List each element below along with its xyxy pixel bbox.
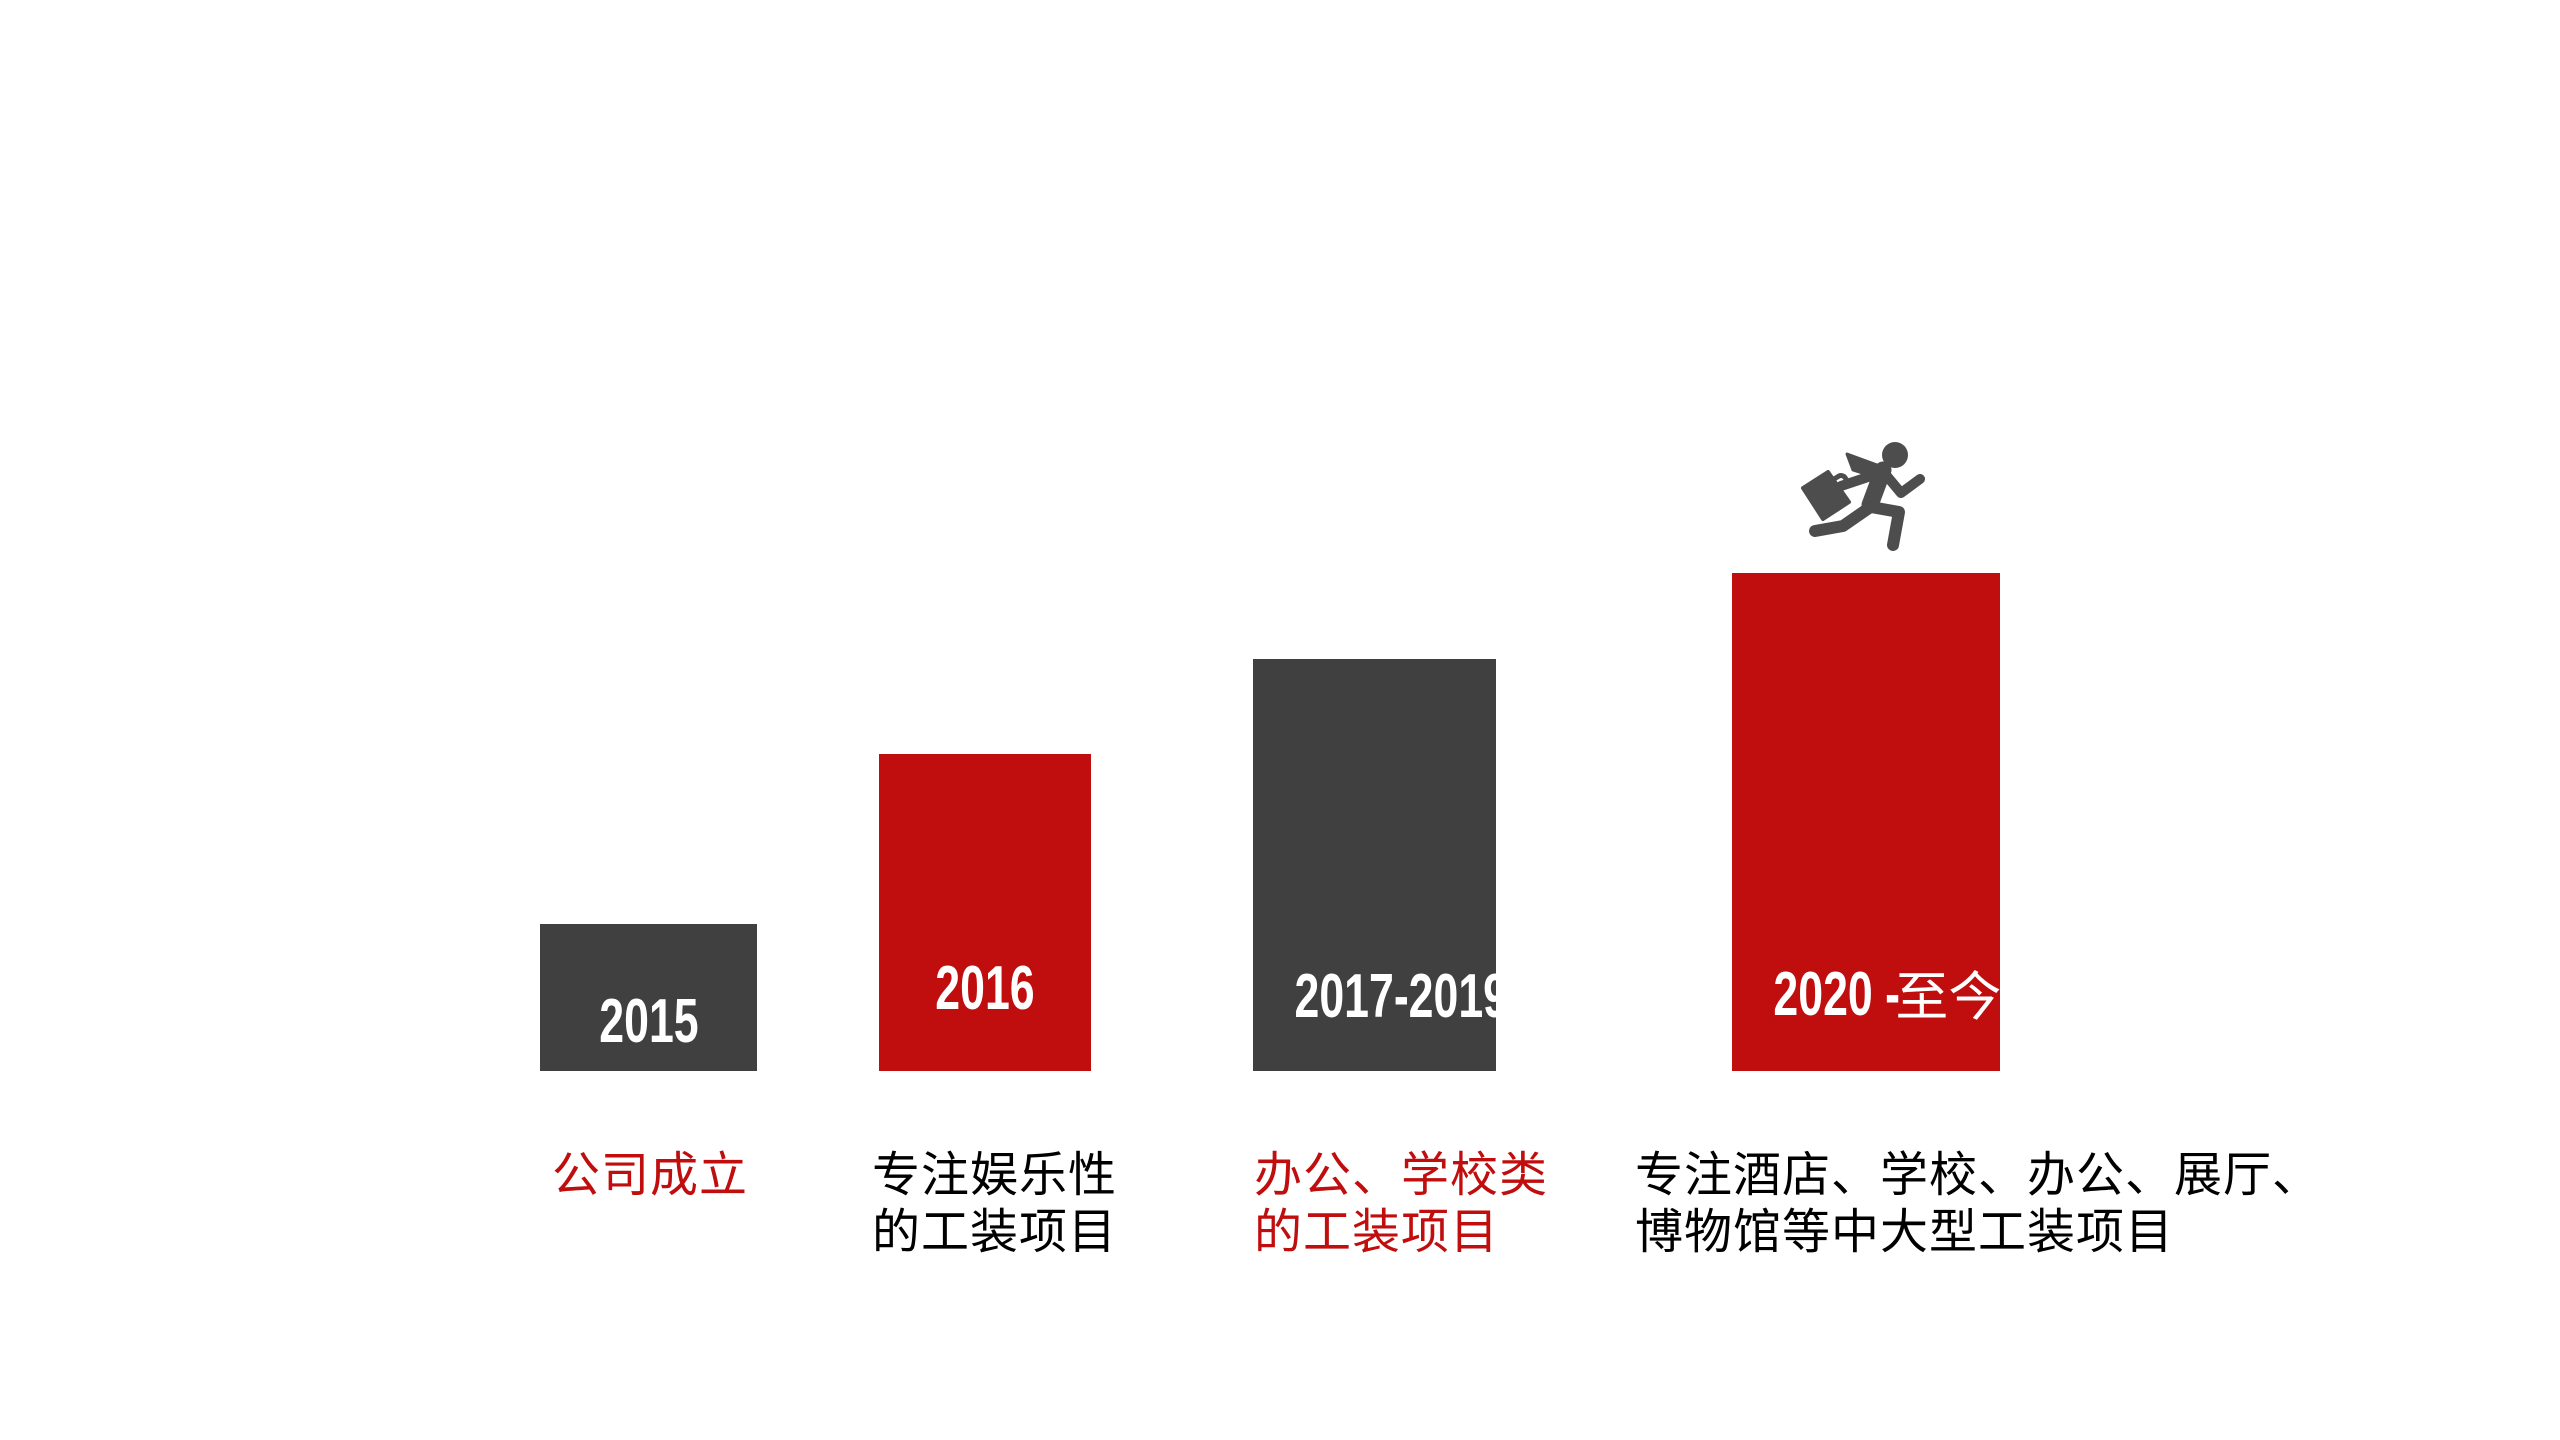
caption-line-2: 的工装项目 bbox=[872, 1206, 1118, 1259]
caption-line-1: 公司成立 bbox=[552, 1149, 749, 1202]
year-label: 2020 -至今 bbox=[1732, 964, 2002, 1027]
caption-line-2: 的工装项目 bbox=[1254, 1206, 1500, 1259]
milestone-bar-2016: 2016 bbox=[879, 754, 1091, 1071]
caption-line-2: 博物馆等中大型工装项目 bbox=[1635, 1206, 2175, 1259]
milestone-caption: 公司成立 bbox=[552, 1147, 748, 1204]
caption-line-1: 办公、学校类 bbox=[1254, 1149, 1549, 1202]
milestone-caption: 专注酒店、学校、办公、展厅、 博物馆等中大型工装项目 bbox=[1635, 1147, 2321, 1261]
year-label: 2015 bbox=[540, 991, 757, 1053]
milestone-bar-2020-now: 2020 -至今 bbox=[1732, 573, 2002, 1071]
briefcase-icon bbox=[1801, 470, 1851, 521]
runner-back-leg bbox=[1809, 502, 1875, 537]
runner-front-arm bbox=[1881, 470, 1925, 498]
caption-line-1: 专注酒店、学校、办公、展厅、 bbox=[1635, 1149, 2322, 1202]
milestone-bar-2017-2019: 2017-2019 bbox=[1253, 659, 1508, 1071]
caption-line-1: 专注娱乐性 bbox=[872, 1149, 1118, 1202]
year-number: 2015 bbox=[598, 987, 699, 1056]
year-label: 2017-2019 bbox=[1253, 966, 1508, 1028]
runner-front-leg bbox=[1865, 501, 1905, 551]
runner-head bbox=[1882, 442, 1908, 468]
year-number: 2017-2019 bbox=[1294, 962, 1508, 1031]
milestone-bar-2015: 2015 bbox=[540, 924, 757, 1071]
year-number: 2020 - bbox=[1773, 960, 1900, 1029]
running-businessman-icon bbox=[1801, 442, 1925, 551]
year-label: 2016 bbox=[879, 958, 1091, 1020]
milestone-caption: 专注娱乐性 的工装项目 bbox=[872, 1147, 1117, 1261]
year-number: 2016 bbox=[935, 954, 1035, 1023]
year-suffix: 至今 bbox=[1895, 968, 2002, 1027]
milestone-caption: 办公、学校类 的工装项目 bbox=[1254, 1147, 1548, 1261]
